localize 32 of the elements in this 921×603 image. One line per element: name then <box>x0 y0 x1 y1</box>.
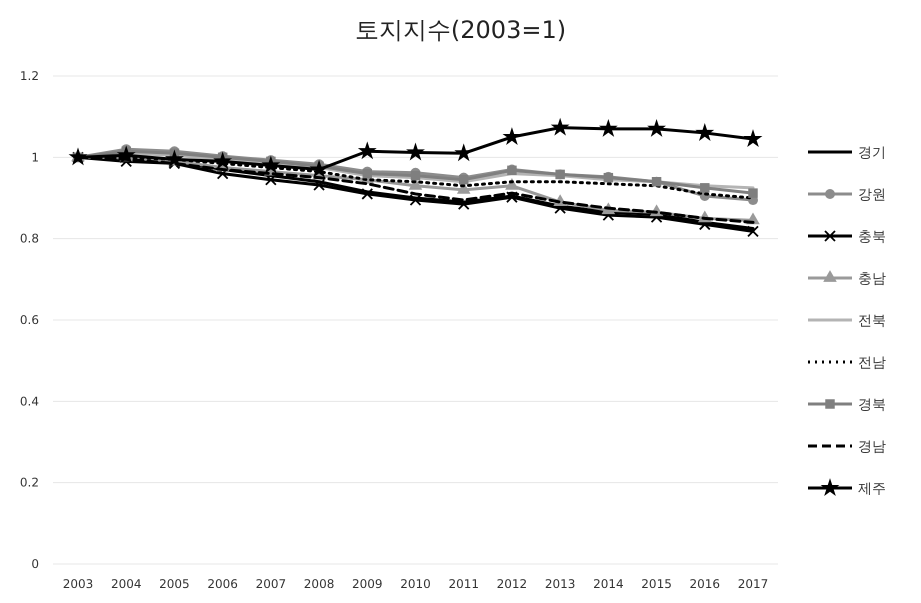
legend-label: 충남 <box>858 271 886 287</box>
x-tick-label: 2004 <box>110 577 142 591</box>
x-tick-label: 2013 <box>544 577 576 591</box>
x-tick-label: 2006 <box>207 577 238 591</box>
y-tick-label: 1.2 <box>20 69 39 83</box>
x-tick-label: 2009 <box>352 577 383 591</box>
y-tick-label: 1 <box>31 150 39 164</box>
y-tick-label: 0 <box>31 557 39 571</box>
x-tick-label: 2015 <box>641 577 672 591</box>
x-tick-label: 2014 <box>593 577 624 591</box>
y-tick-label: 0.8 <box>20 232 39 246</box>
legend-label: 충북 <box>858 229 886 245</box>
legend-label: 경기 <box>858 145 886 161</box>
x-tick-label: 2003 <box>62 577 94 591</box>
x-tick-label: 2010 <box>400 577 431 591</box>
x-tick-label: 2012 <box>496 577 528 591</box>
legend-label: 경남 <box>858 439 886 455</box>
chart-title: 토지지수(2003=1) <box>354 16 566 44</box>
legend-label: 강원 <box>858 187 886 203</box>
x-tick-label: 2007 <box>256 577 286 591</box>
y-tick-label: 0.2 <box>20 476 39 490</box>
y-tick-label: 0.6 <box>20 313 39 327</box>
legend-label: 전남 <box>858 355 886 371</box>
legend-label: 제주 <box>858 481 886 497</box>
legend-label: 경북 <box>858 397 886 413</box>
x-tick-label: 2011 <box>448 577 479 591</box>
x-tick-label: 2005 <box>159 577 190 591</box>
legend-label: 전북 <box>858 313 886 329</box>
x-tick-label: 2017 <box>738 577 768 591</box>
x-tick-label: 2008 <box>304 577 334 591</box>
x-tick-label: 2016 <box>690 577 720 591</box>
y-tick-label: 0.4 <box>20 394 39 408</box>
